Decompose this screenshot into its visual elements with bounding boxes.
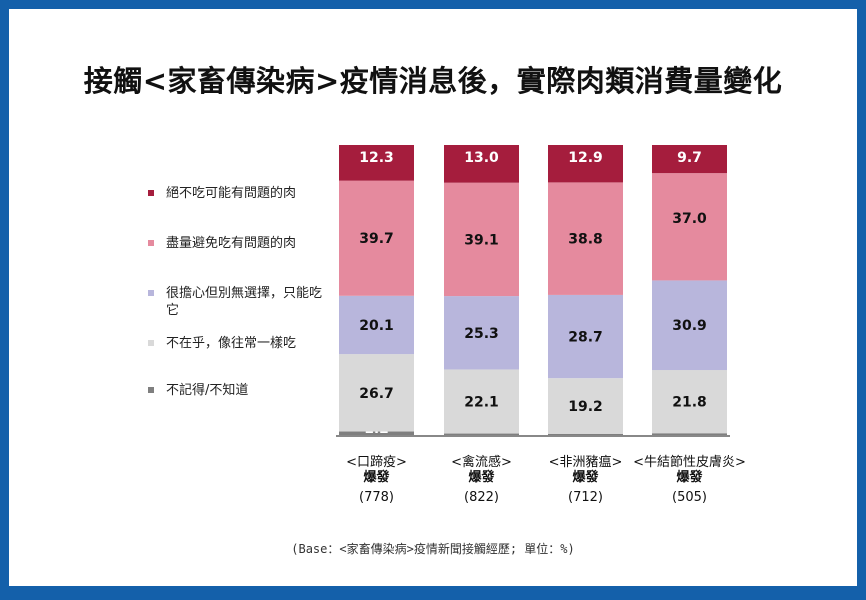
legend-swatch: [148, 387, 154, 393]
bar-segment: [339, 354, 414, 432]
bar-segment: [444, 296, 519, 370]
category-sublabel: 爆發: [572, 469, 598, 485]
legend-swatch: [148, 340, 154, 346]
data-label: 30.9: [672, 318, 707, 334]
category-base: (712): [568, 490, 603, 505]
bar-segment: [444, 433, 519, 435]
bar-segment: [339, 180, 414, 296]
category-base: (822): [464, 490, 499, 505]
data-label: 12.3: [359, 150, 394, 166]
bar-segment: [444, 182, 519, 297]
legend-swatch: [148, 290, 154, 296]
data-label: 39.7: [359, 231, 394, 247]
bar-segment: [339, 431, 414, 435]
data-label: 25.3: [464, 326, 499, 342]
bar-segment: [652, 280, 727, 371]
bar-segment: [339, 295, 414, 355]
legend-swatch: [148, 190, 154, 196]
bar-segment: [548, 182, 623, 295]
data-label: 9.7: [677, 150, 702, 166]
category-label: <口蹄疫>: [346, 454, 407, 470]
data-label: 13.0: [464, 150, 499, 166]
category-label: <牛結節性皮膚炎>: [633, 454, 746, 470]
bar-segment: [548, 433, 623, 435]
bar-segment: [652, 370, 727, 434]
data-label: 12.9: [568, 150, 603, 166]
category-label: <禽流感>: [451, 454, 512, 470]
legend-swatch: [148, 240, 154, 246]
category-sublabel: 爆發: [468, 469, 494, 485]
bar-segment: [444, 369, 519, 434]
data-label: 21.8: [672, 395, 707, 411]
chart-title: 接觸<家畜傳染病>疫情消息後，實際肉類消費量變化: [83, 64, 783, 98]
bar-segment: [548, 294, 623, 379]
data-label: 20.1: [359, 318, 394, 334]
category-sublabel: 爆發: [676, 469, 702, 485]
category-base: (505): [672, 490, 707, 505]
bar-segment: [548, 378, 623, 434]
data-label: 39.1: [464, 232, 499, 248]
bar-segment: [652, 433, 727, 435]
data-label: 22.1: [464, 395, 499, 411]
data-label: 26.7: [359, 386, 394, 402]
category-base: (778): [359, 490, 394, 505]
data-label: 28.7: [568, 330, 603, 346]
category-sublabel: 爆發: [363, 469, 389, 485]
category-label: <非洲豬瘟>: [549, 454, 623, 470]
chart-footnote: (Base：<家畜傳染病>疫情新聞接觸經歷; 單位：%): [291, 542, 575, 556]
legend-label: 盡量避免吃有問題的肉: [166, 236, 297, 251]
bar-segment: [652, 145, 727, 174]
legend-label: 很擔心但別無選擇，只能吃它: [166, 286, 323, 318]
bar-segment: [339, 145, 414, 181]
bar-segment: [652, 173, 727, 281]
data-label: 19.2: [568, 399, 603, 415]
legend-label: 不記得/不知道: [166, 383, 249, 398]
data-label: 38.8: [568, 232, 603, 248]
legend-label: 不在乎，像往常一樣吃: [166, 336, 297, 351]
legend-label: 絕不吃可能有問題的肉: [166, 186, 297, 201]
bar-segment: [548, 145, 623, 183]
bar-segment: [444, 145, 519, 183]
data-label: 37.0: [672, 211, 707, 227]
